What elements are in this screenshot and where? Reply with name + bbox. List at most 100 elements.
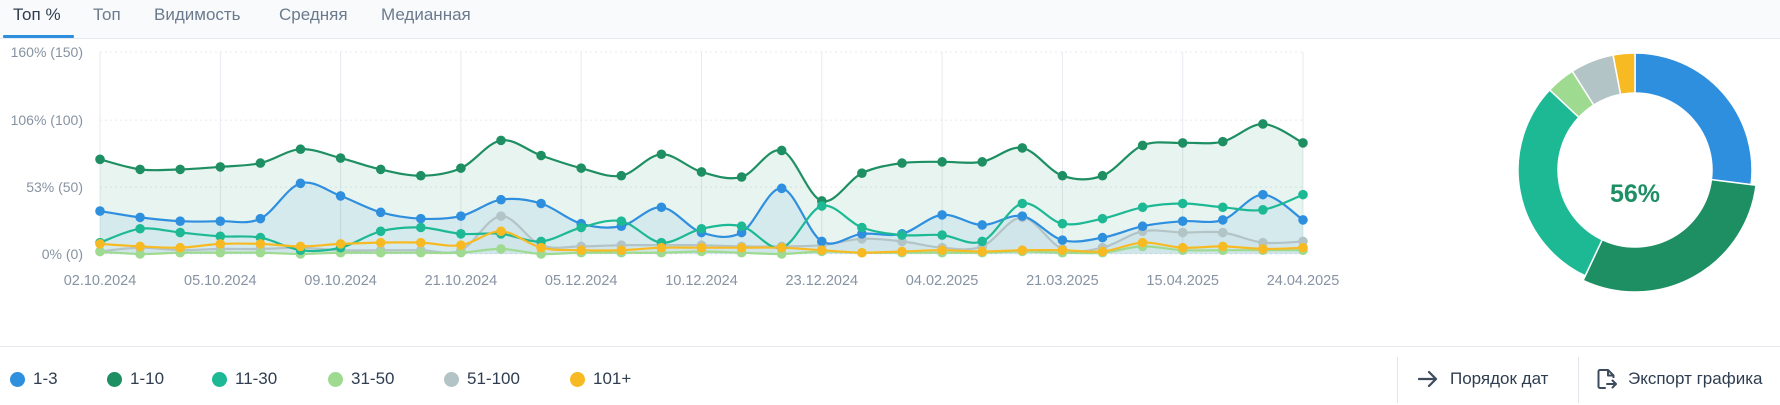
data-point-101+	[375, 237, 386, 248]
legend-label: 51-100	[467, 369, 520, 388]
data-point-101+	[456, 240, 466, 250]
data-point-31-50	[135, 249, 145, 259]
legend-item-31-50[interactable]: 31-50	[328, 367, 394, 391]
data-point-1-3	[215, 216, 226, 226]
data-point-101+	[1137, 237, 1148, 248]
data-point-101+	[135, 241, 145, 252]
data-point-101+	[616, 245, 627, 256]
y-tick-label: 53% (50)	[26, 179, 83, 195]
data-point-1-3	[1017, 211, 1028, 221]
x-tick-label: 05.12.2024	[545, 273, 618, 289]
data-point-1-3	[1177, 216, 1188, 226]
data-point-1-10	[977, 157, 987, 167]
data-point-1-10	[496, 135, 506, 146]
data-point-101+	[696, 242, 707, 253]
data-point-1-3	[416, 213, 426, 224]
x-tick-label: 15.04.2025	[1146, 273, 1219, 289]
data-point-101+	[736, 242, 747, 253]
tab-visibility[interactable]: Видимость	[154, 5, 241, 24]
donut-segment	[1517, 88, 1604, 277]
footer-divider	[1578, 357, 1579, 403]
data-point-101+	[255, 239, 266, 249]
data-point-1-3	[255, 213, 266, 224]
y-tick-label: 106% (100)	[11, 112, 83, 128]
data-point-101+	[95, 239, 105, 249]
export-chart-button[interactable]: Экспорт графика	[1594, 359, 1762, 399]
data-point-1-3	[295, 178, 306, 189]
data-point-101+	[335, 239, 346, 249]
data-point-31-50	[95, 246, 105, 257]
tab-average[interactable]: Средняя	[279, 5, 348, 24]
data-point-101+	[215, 239, 226, 249]
data-point-11-30	[1057, 218, 1068, 229]
date-order-button[interactable]: Порядок дат	[1416, 359, 1548, 399]
data-point-1-3	[1057, 235, 1068, 245]
data-point-1-3	[937, 210, 947, 220]
data-point-1-10	[456, 163, 466, 173]
data-point-101+	[977, 246, 987, 257]
data-point-11-30	[215, 231, 226, 242]
data-point-31-50	[255, 247, 266, 258]
chart-footer: 1-3 1-10 11-30 31-50 51-100 101+ Порядок…	[0, 346, 1780, 405]
data-point-1-10	[215, 162, 226, 172]
data-point-11-30	[1137, 202, 1148, 213]
data-point-1-10	[857, 168, 867, 178]
data-point-101+	[416, 237, 426, 248]
tab-top-percent[interactable]: Топ %	[13, 5, 61, 24]
data-point-51-100	[1177, 227, 1188, 238]
share-donut	[1517, 52, 1757, 293]
tab-median[interactable]: Медианная	[381, 5, 471, 24]
legend-dot-1-10	[107, 371, 122, 387]
data-point-1-10	[1177, 138, 1188, 148]
legend-item-51-100[interactable]: 51-100	[444, 367, 520, 391]
arrow-right-icon	[1416, 367, 1440, 391]
legend-label: 1-3	[33, 369, 58, 388]
data-point-1-10	[416, 170, 426, 181]
data-point-1-3	[375, 207, 386, 218]
y-tick-label: 0% (0)	[42, 246, 83, 262]
series-area-51-100	[100, 216, 1303, 254]
data-point-11-30	[736, 221, 747, 232]
data-point-101+	[1258, 244, 1268, 254]
x-tick-label: 23.12.2024	[786, 273, 859, 289]
data-point-11-30	[1097, 213, 1108, 224]
data-point-1-3	[175, 216, 185, 226]
data-point-11-30	[857, 222, 867, 233]
tab-top[interactable]: Топ	[93, 5, 121, 24]
data-point-1-10	[335, 153, 346, 163]
data-point-1-10	[175, 164, 185, 175]
data-point-31-50	[496, 244, 506, 254]
legend-item-1-3[interactable]: 1-3	[10, 367, 58, 391]
data-point-11-30	[1218, 202, 1228, 213]
data-point-1-3	[1097, 232, 1108, 243]
legend-item-11-30[interactable]: 11-30	[212, 367, 277, 391]
data-point-11-30	[1258, 205, 1268, 215]
data-point-1-10	[1218, 136, 1228, 147]
data-point-11-30	[416, 222, 426, 233]
data-point-11-30	[1177, 198, 1188, 209]
y-axis-ticks: 160% (150) 106% (100) 53% (50) 0% (0)	[11, 44, 83, 262]
data-point-11-30	[135, 223, 145, 234]
legend-item-101-plus[interactable]: 101+	[570, 367, 631, 391]
donut-segment	[1634, 52, 1753, 186]
data-point-31-50	[456, 247, 466, 258]
data-point-1-10	[776, 145, 787, 156]
legend-dot-101-plus	[570, 371, 585, 387]
data-point-101+	[1097, 246, 1108, 257]
data-point-11-30	[1298, 189, 1308, 200]
legend-dot-11-30	[212, 371, 227, 387]
data-point-1-10	[255, 158, 266, 168]
tab-bar: Топ % Топ Видимость Средняя Медианная	[0, 0, 1780, 39]
data-point-1-10	[1017, 143, 1028, 153]
data-point-1-3	[456, 211, 466, 221]
x-tick-label: 21.03.2025	[1026, 273, 1099, 289]
data-point-11-30	[977, 236, 987, 247]
x-tick-label: 10.12.2024	[665, 273, 738, 289]
export-chart-label: Экспорт графика	[1628, 369, 1763, 388]
data-point-1-3	[335, 191, 346, 201]
data-point-1-10	[736, 172, 747, 182]
data-point-1-3	[496, 194, 506, 205]
legend-item-1-10[interactable]: 1-10	[107, 367, 164, 391]
data-point-101+	[496, 226, 506, 237]
data-point-11-30	[1017, 198, 1028, 209]
